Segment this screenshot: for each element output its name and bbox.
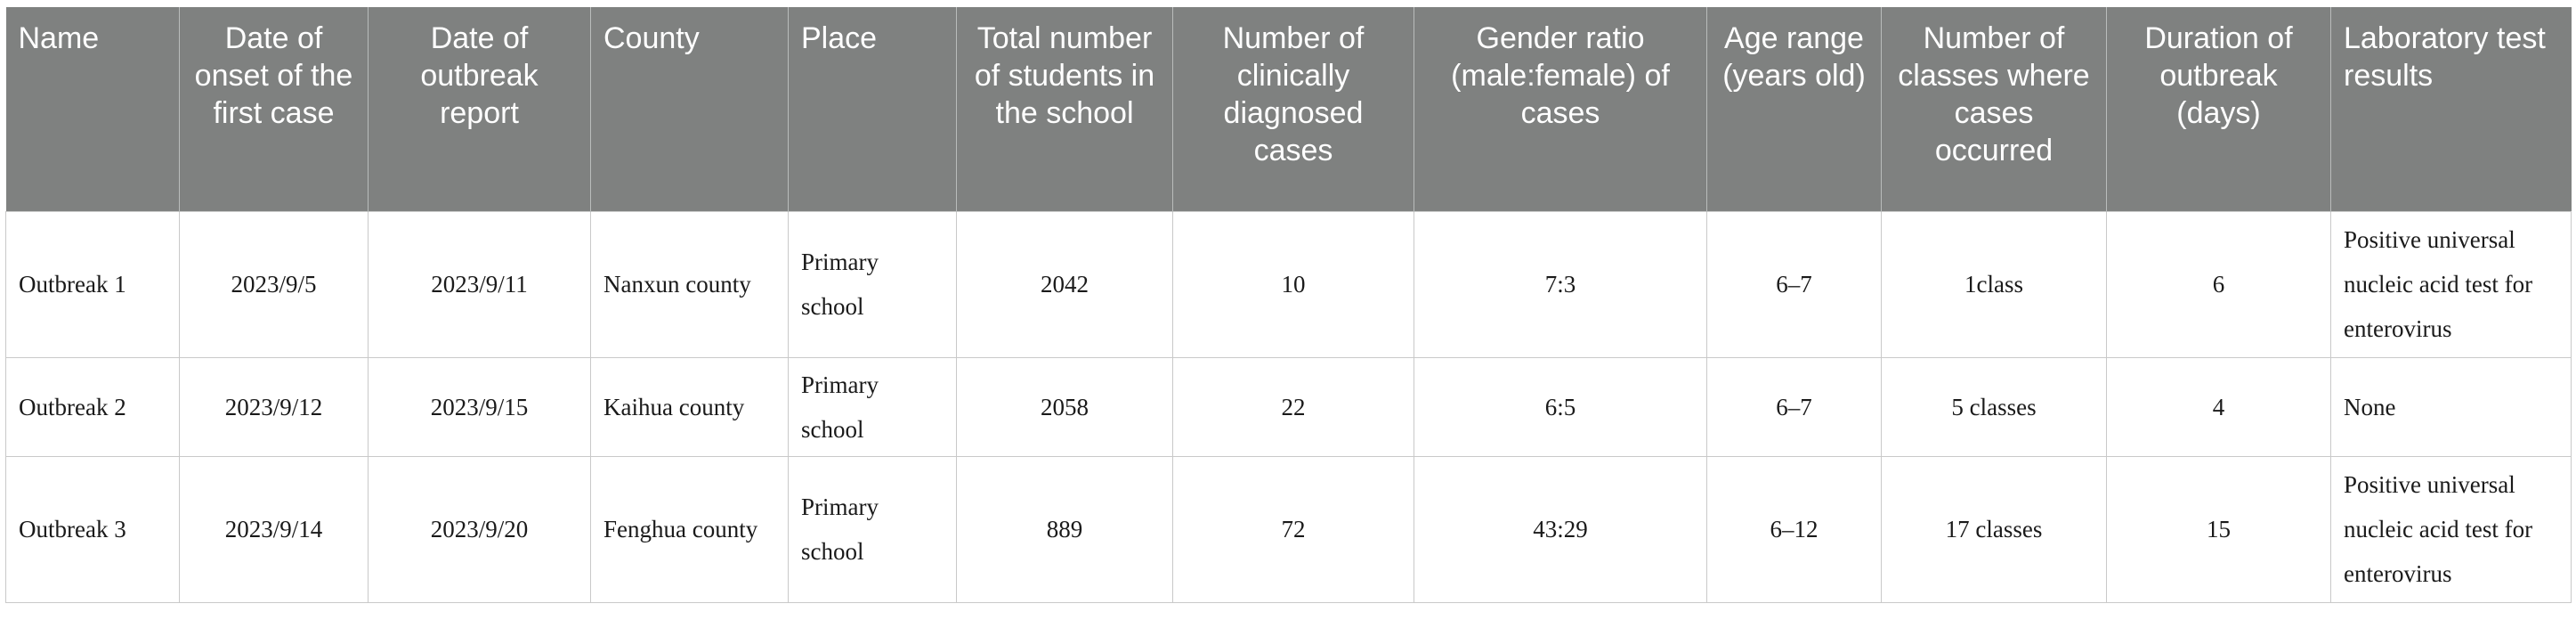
- cell-onset-date: 2023/9/12: [179, 356, 369, 457]
- cell-place: Primary school: [788, 210, 957, 358]
- cell-gender-ratio: 6:5: [1414, 356, 1707, 457]
- header-report-date: Date of outbreak report: [368, 7, 591, 211]
- header-classes: Number of classes where cases occurred: [1881, 7, 2107, 211]
- table-body: Outbreak 1 2023/9/5 2023/9/11 Nanxun cou…: [5, 210, 2572, 603]
- header-name: Name: [5, 7, 180, 211]
- header-place: Place: [788, 7, 957, 211]
- cell-classes: 1class: [1881, 210, 2107, 358]
- cell-report-date: 2023/9/20: [368, 455, 591, 603]
- cell-diagnosed-cases: 22: [1172, 356, 1414, 457]
- cell-report-date: 2023/9/15: [368, 356, 591, 457]
- cell-duration: 4: [2106, 356, 2331, 457]
- cell-diagnosed-cases: 72: [1172, 455, 1414, 603]
- header-onset-date: Date of onset of the first case: [179, 7, 369, 211]
- table-row: Outbreak 2 2023/9/12 2023/9/15 Kaihua co…: [5, 356, 2572, 457]
- header-county: County: [590, 7, 789, 211]
- cell-name: Outbreak 2: [5, 356, 180, 457]
- cell-name: Outbreak 3: [5, 455, 180, 603]
- outbreak-table: Name Date of onset of the first case Dat…: [5, 7, 2572, 603]
- cell-place: Primary school: [788, 455, 957, 603]
- cell-age-range: 6–12: [1706, 455, 1882, 603]
- cell-duration: 6: [2106, 210, 2331, 358]
- cell-county: Nanxun county: [590, 210, 789, 358]
- header-gender-ratio: Gender ratio (male:female) of cases: [1414, 7, 1707, 211]
- cell-gender-ratio: 43:29: [1414, 455, 1707, 603]
- header-total-students: Total number of students in the school: [956, 7, 1173, 211]
- cell-age-range: 6–7: [1706, 356, 1882, 457]
- cell-onset-date: 2023/9/5: [179, 210, 369, 358]
- cell-onset-date: 2023/9/14: [179, 455, 369, 603]
- cell-name: Outbreak 1: [5, 210, 180, 358]
- cell-duration: 15: [2106, 455, 2331, 603]
- cell-classes: 5 classes: [1881, 356, 2107, 457]
- table-row: Outbreak 1 2023/9/5 2023/9/11 Nanxun cou…: [5, 210, 2572, 358]
- cell-total-students: 889: [956, 455, 1173, 603]
- cell-classes: 17 classes: [1881, 455, 2107, 603]
- cell-lab-results: Positive universal nucleic acid test for…: [2330, 455, 2572, 603]
- table-row: Outbreak 3 2023/9/14 2023/9/20 Fenghua c…: [5, 455, 2572, 603]
- cell-diagnosed-cases: 10: [1172, 210, 1414, 358]
- header-diagnosed-cases: Number of clinically diagnosed cases: [1172, 7, 1414, 211]
- cell-lab-results: Positive universal nucleic acid test for…: [2330, 210, 2572, 358]
- cell-age-range: 6–7: [1706, 210, 1882, 358]
- header-lab-results: Laboratory test results: [2330, 7, 2572, 211]
- cell-lab-results: None: [2330, 356, 2572, 457]
- header-duration: Duration of outbreak (days): [2106, 7, 2331, 211]
- cell-report-date: 2023/9/11: [368, 210, 591, 358]
- cell-place: Primary school: [788, 356, 957, 457]
- cell-county: Kaihua county: [590, 356, 789, 457]
- header-row: Name Date of onset of the first case Dat…: [5, 7, 2572, 211]
- table-header: Name Date of onset of the first case Dat…: [5, 7, 2572, 211]
- cell-total-students: 2042: [956, 210, 1173, 358]
- cell-total-students: 2058: [956, 356, 1173, 457]
- header-age-range: Age range (years old): [1706, 7, 1882, 211]
- cell-gender-ratio: 7:3: [1414, 210, 1707, 358]
- cell-county: Fenghua county: [590, 455, 789, 603]
